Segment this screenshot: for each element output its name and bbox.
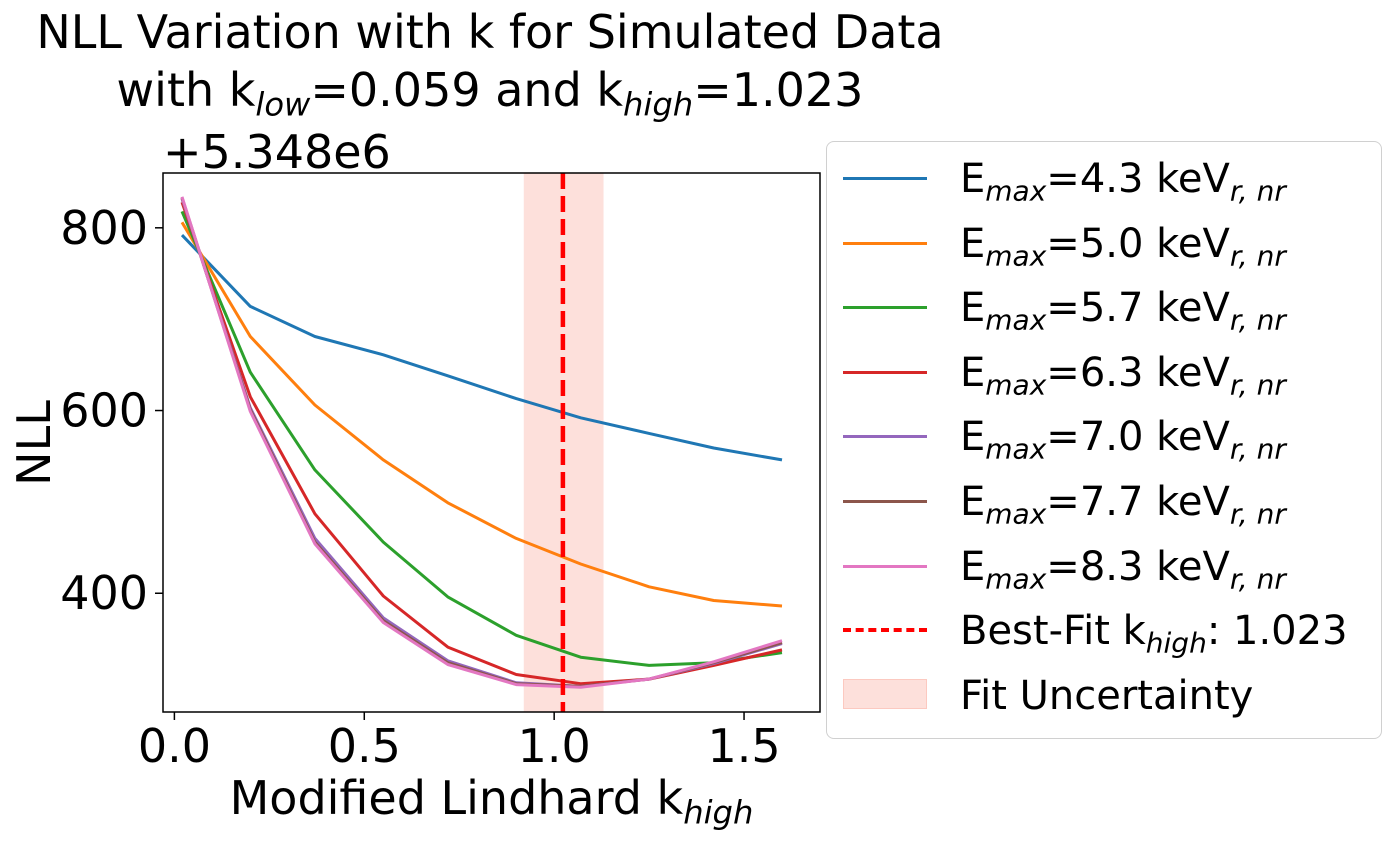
legend-label-text: E (960, 414, 986, 461)
y-tick-label: 400 (60, 566, 148, 620)
legend-label: Emax=7.7 keVr, nr (960, 477, 1286, 539)
legend-label-subscript: r, nr (1229, 561, 1286, 595)
legend-item: Fit Uncertainty (827, 671, 1381, 721)
y-tick-label: 800 (60, 201, 148, 255)
legend-label: Best-Fit khigh: 1.023 (960, 606, 1348, 668)
x-axis-label-subscript: high (683, 793, 754, 832)
legend-label-subscript: high (1145, 626, 1207, 660)
legend-label-text: : 1.023 (1206, 608, 1348, 655)
legend-label-text: E (960, 349, 986, 396)
legend-swatch (843, 241, 927, 245)
legend-swatch (843, 678, 927, 709)
legend-label-subscript: r, nr (1229, 174, 1286, 208)
legend-label-text: =5.7 keV (1046, 285, 1230, 332)
legend-item: Emax=7.7 keVr, nr (827, 477, 1381, 530)
legend-label-text: E (960, 220, 986, 267)
legend-label-text: =7.0 keV (1046, 414, 1230, 461)
y-axis-label: NLL (7, 400, 61, 486)
legend-label-subscript: max (985, 174, 1047, 208)
legend-label-text: =5.0 keV (1046, 220, 1230, 267)
title-text: =1.023 (693, 63, 864, 117)
legend-item: Emax=7.0 keVr, nr (827, 412, 1381, 466)
legend-label-subscript: max (985, 368, 1047, 402)
x-tick-label: 1.5 (707, 719, 780, 773)
series-line-3 (180, 210, 783, 667)
legend-item: Emax=4.3 keVr, nr (827, 154, 1381, 207)
y-offset-text: +5.348e6 (163, 125, 391, 179)
legend-label-text: =4.3 keV (1046, 156, 1230, 202)
legend-item: Emax=5.7 keVr, nr (827, 283, 1381, 337)
legend-swatch (843, 564, 927, 568)
legend-label-subscript: max (985, 303, 1047, 337)
legend-label-subscript: r, nr (1229, 432, 1286, 466)
legend-label-subscript: max (985, 497, 1047, 531)
legend-label-text: =6.3 keV (1046, 349, 1230, 396)
legend-item: Emax=8.3 keVr, nr (827, 542, 1381, 595)
legend-label-text: E (960, 543, 986, 590)
legend-swatch (843, 370, 927, 374)
legend-label: Emax=7.0 keVr, nr (960, 412, 1286, 474)
legend-label-text: E (960, 156, 986, 202)
legend-label: Emax=6.3 keVr, nr (960, 348, 1286, 410)
legend-swatch (843, 306, 927, 310)
x-tick-label: 1.0 (518, 719, 591, 773)
legend-swatch (843, 500, 927, 503)
legend-label-text: E (960, 285, 986, 332)
series-line-1 (180, 234, 783, 462)
title-subscript: high (623, 85, 694, 124)
x-tick-label: 0.5 (328, 719, 401, 773)
x-axis-label: Modified Lindhard khigh (163, 770, 820, 841)
legend-item: Emax=5.0 keVr, nr (827, 219, 1381, 272)
chart-title-line2: with klow=0.059 and khigh=1.023 (0, 64, 980, 131)
legend-label-subscript: r, nr (1229, 497, 1286, 531)
legend-label-text: Fit Uncertainty (960, 672, 1254, 719)
legend-swatch (843, 435, 927, 439)
series-line-7 (180, 196, 783, 689)
legend-label-text: =7.7 keV (1046, 479, 1230, 525)
legend-label: Emax=4.3 keVr, nr (960, 154, 1286, 216)
series-line-2 (180, 221, 783, 608)
x-tick-label: 0.0 (138, 719, 211, 773)
legend-label: Emax=5.0 keVr, nr (960, 219, 1286, 281)
legend-label-text: =8.3 keV (1046, 543, 1230, 590)
x-axis-label-text: Modified Lindhard k (229, 771, 684, 825)
title-text: =0.059 and k (310, 63, 624, 117)
legend-label-subscript: r, nr (1229, 303, 1286, 337)
legend-label-text: E (960, 479, 986, 525)
legend-label-subscript: r, nr (1229, 368, 1286, 402)
legend-label-subscript: max (985, 238, 1047, 272)
title-text: with k (116, 63, 256, 117)
legend-label-subscript: max (985, 432, 1047, 466)
title-subscript: low (255, 85, 311, 124)
chart-title-line1: NLL Variation with k for Simulated Data (36, 5, 944, 59)
legend-label: Fit Uncertainty (960, 671, 1253, 721)
plot-frame (162, 172, 821, 713)
legend-label-text: Best-Fit k (960, 608, 1146, 655)
legend-label: Emax=8.3 keVr, nr (960, 542, 1286, 604)
legend-label: Emax=5.7 keVr, nr (960, 283, 1286, 345)
legend-item: Emax=6.3 keVr, nr (827, 348, 1381, 401)
legend-label-subscript: max (985, 561, 1047, 595)
legend-label-subscript: r, nr (1229, 238, 1286, 272)
legend: Emax=4.3 keVr, nr Emax=5.0 keVr, nr Emax=5… (826, 141, 1382, 739)
y-tick-label: 600 (60, 384, 148, 438)
legend-swatch (843, 628, 927, 633)
legend-swatch (843, 177, 927, 180)
legend-item: Best-Fit khigh: 1.023 (827, 606, 1381, 660)
